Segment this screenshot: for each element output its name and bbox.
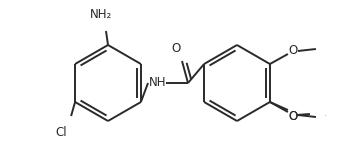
Text: NH: NH — [149, 76, 167, 89]
Text: O: O — [288, 111, 298, 124]
Text: O: O — [288, 109, 298, 122]
Text: O: O — [172, 41, 181, 54]
Text: O: O — [288, 43, 298, 57]
Text: Cl: Cl — [55, 125, 67, 138]
Text: NH₂: NH₂ — [90, 8, 112, 22]
